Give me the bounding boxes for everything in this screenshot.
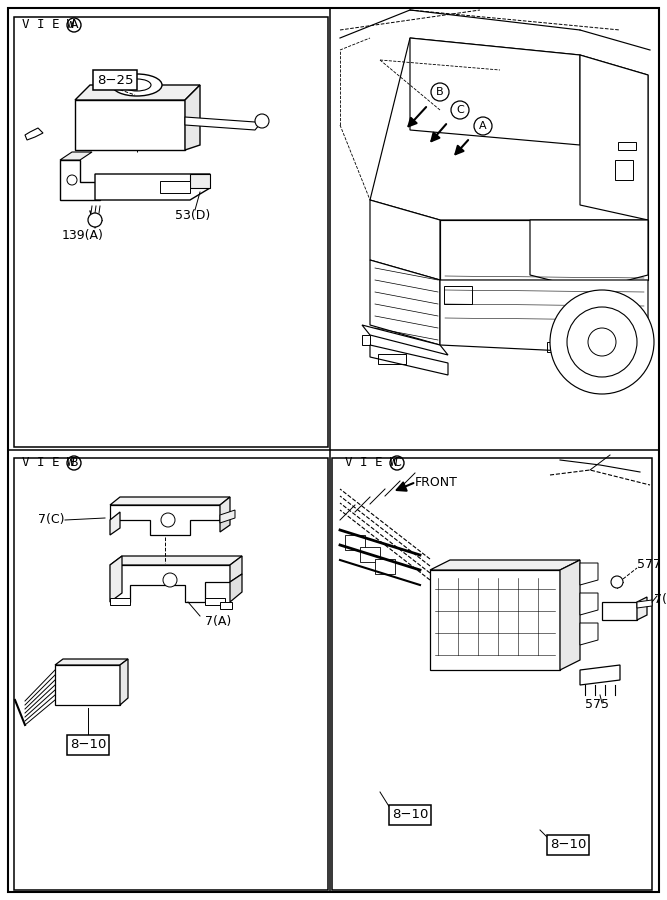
Polygon shape	[230, 574, 242, 602]
Polygon shape	[110, 598, 130, 605]
Bar	[618, 142, 636, 150]
Polygon shape	[560, 560, 580, 670]
Ellipse shape	[123, 79, 151, 91]
Polygon shape	[205, 598, 225, 605]
Polygon shape	[430, 570, 560, 670]
Polygon shape	[370, 38, 648, 220]
Polygon shape	[440, 280, 648, 355]
Text: 8−10: 8−10	[550, 839, 586, 851]
Text: C: C	[456, 105, 464, 115]
Text: 8−10: 8−10	[392, 808, 428, 822]
Polygon shape	[95, 174, 210, 200]
Polygon shape	[110, 505, 220, 535]
Polygon shape	[220, 602, 232, 609]
Text: 577: 577	[637, 557, 661, 571]
Text: 7(A): 7(A)	[205, 616, 231, 628]
Circle shape	[161, 513, 175, 527]
Text: 53(D): 53(D)	[175, 209, 210, 221]
Polygon shape	[410, 38, 580, 145]
Polygon shape	[345, 535, 365, 550]
Polygon shape	[362, 335, 370, 345]
Polygon shape	[25, 128, 43, 140]
Polygon shape	[637, 600, 652, 608]
Polygon shape	[580, 593, 598, 615]
Text: B: B	[69, 456, 78, 470]
Circle shape	[163, 573, 177, 587]
Bar	[615, 160, 633, 180]
Text: 139(A): 139(A)	[62, 229, 104, 241]
Text: B: B	[436, 87, 444, 97]
Polygon shape	[580, 623, 598, 645]
Polygon shape	[360, 547, 380, 562]
Polygon shape	[75, 85, 200, 100]
Polygon shape	[190, 174, 210, 188]
Circle shape	[588, 328, 616, 356]
Circle shape	[255, 114, 269, 128]
Polygon shape	[185, 85, 200, 150]
Polygon shape	[602, 602, 637, 620]
Text: C: C	[393, 456, 402, 470]
Circle shape	[67, 175, 77, 185]
Polygon shape	[375, 559, 395, 574]
Text: A: A	[70, 19, 78, 32]
Circle shape	[550, 290, 654, 394]
Polygon shape	[110, 512, 120, 535]
Polygon shape	[637, 597, 647, 620]
Polygon shape	[110, 497, 230, 505]
Text: 575: 575	[585, 698, 609, 712]
Polygon shape	[580, 55, 648, 220]
Polygon shape	[530, 220, 648, 290]
Polygon shape	[580, 563, 598, 585]
Polygon shape	[230, 556, 242, 582]
Polygon shape	[110, 556, 242, 565]
Polygon shape	[60, 152, 92, 160]
Ellipse shape	[112, 74, 162, 96]
Polygon shape	[370, 260, 440, 345]
Text: 8−10: 8−10	[70, 739, 106, 752]
Bar	[444, 286, 472, 304]
Circle shape	[88, 213, 102, 227]
Polygon shape	[60, 160, 100, 200]
Polygon shape	[110, 565, 230, 602]
Bar	[378, 354, 406, 364]
Text: 8−25: 8−25	[97, 74, 133, 86]
Polygon shape	[55, 665, 120, 705]
Polygon shape	[220, 497, 230, 520]
Polygon shape	[75, 100, 185, 150]
Text: V I E W: V I E W	[345, 456, 398, 470]
Text: V I E W: V I E W	[22, 19, 75, 32]
Text: FRONT: FRONT	[415, 475, 458, 489]
Bar	[14, 458, 328, 890]
Polygon shape	[440, 220, 648, 280]
Polygon shape	[185, 117, 260, 130]
Polygon shape	[370, 200, 440, 280]
Circle shape	[611, 576, 623, 588]
Text: V I E W: V I E W	[22, 456, 75, 470]
Polygon shape	[362, 325, 448, 355]
Bar	[332, 458, 652, 890]
Polygon shape	[55, 659, 128, 665]
Polygon shape	[370, 345, 448, 375]
Polygon shape	[120, 659, 128, 705]
Text: 7(B): 7(B)	[654, 593, 667, 607]
Text: A: A	[479, 121, 487, 131]
Polygon shape	[430, 560, 580, 570]
Polygon shape	[110, 556, 122, 602]
Bar	[160, 181, 190, 193]
Circle shape	[567, 307, 637, 377]
Bar	[547, 342, 571, 352]
Polygon shape	[220, 512, 230, 532]
Polygon shape	[580, 665, 620, 685]
Text: 7(C): 7(C)	[38, 514, 65, 526]
Bar	[14, 17, 328, 447]
Polygon shape	[220, 510, 235, 523]
